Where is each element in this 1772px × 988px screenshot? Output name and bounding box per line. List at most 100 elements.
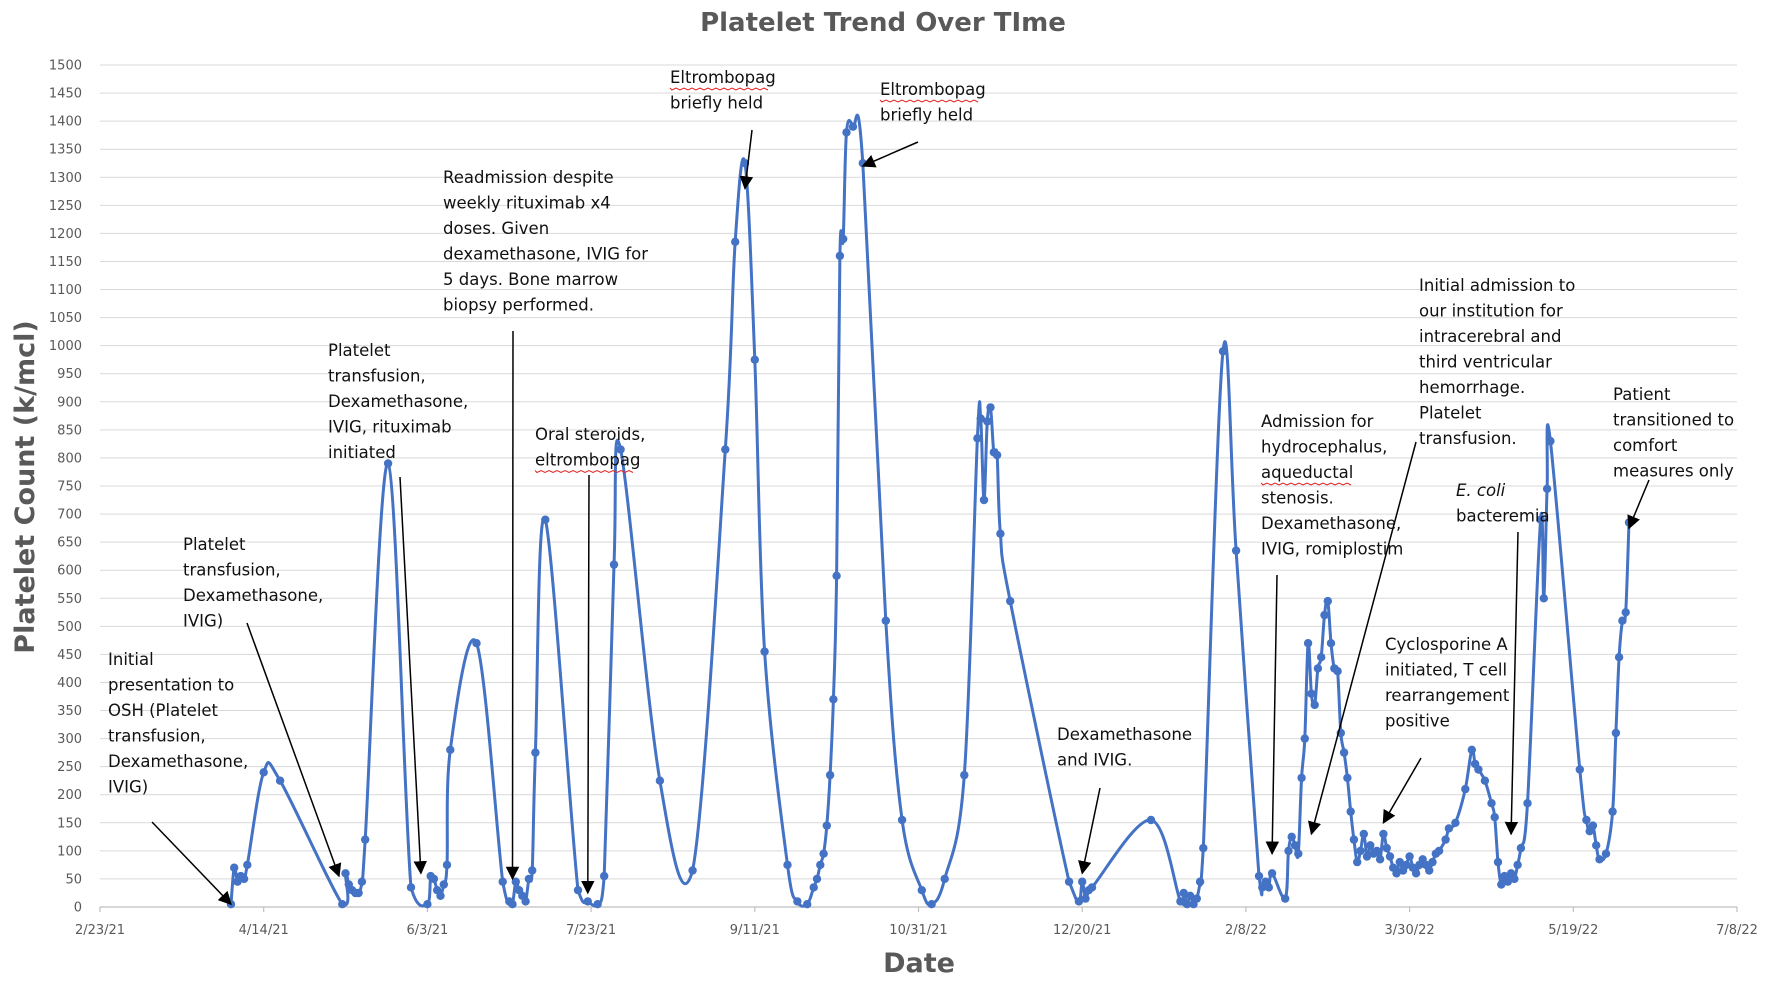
data-point (600, 871, 609, 881)
data-point (825, 770, 835, 780)
annotation-line: IVIG) (108, 778, 148, 797)
annotation-text: Platelet transfusion, Dexamethasone, IVIG) (183, 535, 323, 631)
data-point (1307, 689, 1316, 698)
data-point (1487, 799, 1496, 808)
y-tick-label: 100 (57, 844, 82, 859)
annotation-line: Initial admission to (1419, 276, 1575, 295)
y-tick-label: 1100 (49, 283, 82, 298)
y-tick-label: 950 (57, 367, 82, 382)
data-point (1497, 880, 1506, 889)
annotation-line: Dexamethasone (1057, 725, 1192, 744)
annotation-text: Oral steroids, eltrombopag (535, 425, 645, 470)
x-tick-label: 2/23/21 (75, 923, 125, 938)
data-point (839, 234, 848, 244)
x-tick-label: 12/20/21 (1053, 923, 1111, 938)
annotation-line: weekly rituximab x4 (443, 194, 611, 213)
data-point (822, 821, 831, 830)
data-point (1474, 765, 1483, 774)
x-tick-label: 7/8/22 (1716, 923, 1758, 938)
data-point (750, 355, 759, 364)
data-point (1366, 841, 1375, 850)
annotation-arrow (1382, 757, 1422, 824)
data-point (1310, 700, 1319, 710)
data-point (1503, 877, 1513, 886)
annotation-line: Platelet (183, 535, 246, 554)
annotation-arrow (246, 622, 342, 878)
y-tick-label: 1450 (49, 87, 82, 102)
data-point (1294, 849, 1303, 858)
data-point (1392, 869, 1401, 878)
data-point (616, 445, 625, 454)
annotation-line: transfusion. (1419, 429, 1517, 448)
data-point (1614, 653, 1624, 662)
annotation-text: Patient transitioned to comfort measures on… (1613, 385, 1734, 481)
annotation-text: Initial admission to our institution for i… (1419, 276, 1575, 448)
data-point (1339, 748, 1349, 757)
annotation-arrow (1504, 531, 1519, 836)
data-point (1303, 639, 1313, 648)
data-point (1064, 877, 1074, 886)
data-point (1192, 894, 1202, 903)
annotation-line: Platelet (1419, 404, 1482, 423)
data-point (354, 888, 363, 898)
data-point (973, 434, 982, 443)
spellcheck-underline (1260, 482, 1352, 486)
data-point (832, 571, 841, 580)
data-point (1353, 857, 1362, 867)
annotation-arrow (151, 821, 232, 906)
y-tick-label: 1400 (49, 115, 82, 130)
annotation-text: Platelet transfusion, Dexamethasone, IVIG, … (328, 341, 468, 462)
annotation: Platelet transfusion, Dexamethasone, IVIG) (183, 535, 342, 878)
data-point (230, 863, 239, 872)
data-point (1434, 846, 1444, 856)
annotation: Eltrombopag briefly held (861, 80, 986, 168)
gridlines (99, 64, 1738, 912)
data-point (508, 900, 517, 909)
annotation: Oral steroids, eltrombopag (534, 425, 645, 895)
annotation-line: dexamethasone, IVIG for (443, 245, 648, 264)
data-point (1287, 832, 1296, 841)
y-axis-title: Platelet Count (k/mcl) (10, 320, 41, 653)
annotation-text: Admission for hydrocephalus, aqueductal ste… (1261, 412, 1403, 559)
annotation-line: eltrombopag (535, 451, 640, 470)
annotation-line: Oral steroids, (535, 425, 645, 444)
y-tick-label: 1150 (49, 255, 82, 270)
annotation: Initial admission to our institution for i… (1308, 276, 1575, 836)
annotation-line: comfort (1613, 436, 1678, 455)
data-point (1493, 857, 1503, 867)
data-point (940, 874, 949, 884)
y-tick-label: 50 (65, 872, 82, 887)
data-point (1411, 869, 1421, 878)
annotation-line: aqueductal (1261, 463, 1353, 482)
annotation: Platelet transfusion, Dexamethasone, IVIG, … (328, 341, 468, 875)
data-point (842, 128, 851, 137)
y-tick-label: 300 (57, 732, 82, 747)
data-point (429, 874, 439, 884)
data-point (442, 860, 452, 870)
data-point (406, 883, 416, 892)
data-point (1542, 484, 1552, 493)
y-tick-label: 150 (57, 816, 82, 831)
spellcheck-underline (669, 87, 769, 91)
annotation-line: Admission for (1261, 412, 1374, 431)
x-tick-label: 3/30/22 (1385, 923, 1435, 938)
data-point (436, 891, 445, 900)
data-point (357, 877, 367, 886)
data-point (1346, 807, 1355, 816)
data-point (1195, 877, 1205, 886)
data-point (528, 866, 537, 875)
annotation-line: presentation to (108, 676, 234, 695)
annotation-line: transfusion, (108, 727, 206, 746)
data-point (1621, 608, 1630, 617)
annotation-line: Platelet (328, 341, 391, 360)
annotation: Initial presentation to OSH (Platelet trans… (108, 650, 248, 906)
y-tick-label: 1500 (49, 59, 82, 74)
data-point (1254, 871, 1264, 881)
annotation-arrow (1265, 574, 1280, 856)
y-tick-label: 750 (57, 480, 82, 495)
data-point (1608, 807, 1617, 816)
data-point (1611, 728, 1621, 738)
data-point (1461, 784, 1470, 794)
annotation-line: Dexamethasone, (108, 752, 248, 771)
annotation: Patient transitioned to comfort measures on… (1613, 385, 1734, 530)
